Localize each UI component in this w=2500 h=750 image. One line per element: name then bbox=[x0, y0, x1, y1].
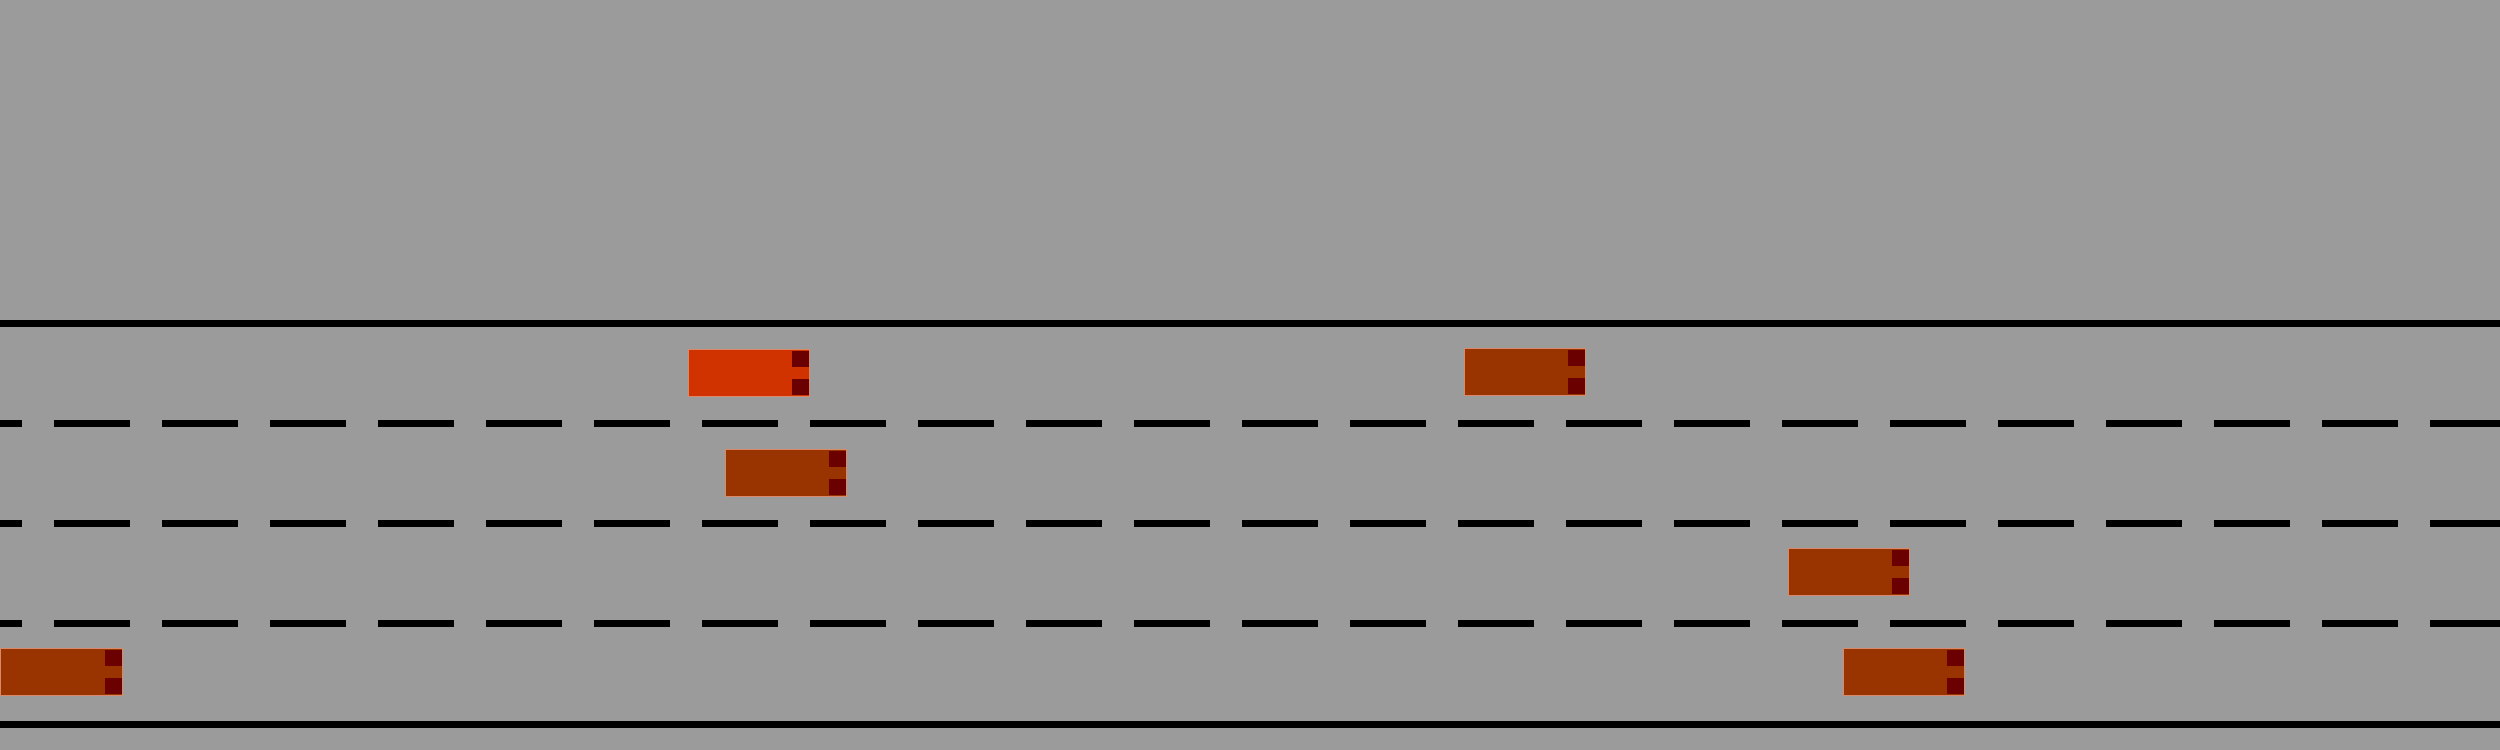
ego-car bbox=[688, 349, 810, 397]
headlight-icon bbox=[829, 451, 846, 467]
road-edge-top bbox=[0, 320, 2500, 327]
headlight-icon bbox=[1568, 350, 1585, 366]
lane-divider-1 bbox=[0, 420, 2500, 427]
headlight-icon bbox=[1892, 578, 1909, 594]
headlight-icon bbox=[1568, 378, 1585, 394]
lane-divider-2 bbox=[0, 520, 2500, 527]
headlight-icon bbox=[1892, 550, 1909, 566]
traffic-car bbox=[1464, 348, 1586, 396]
headlight-icon bbox=[792, 379, 809, 395]
headlight-icon bbox=[105, 650, 122, 666]
headlight-icon bbox=[1947, 650, 1964, 666]
headlight-icon bbox=[829, 479, 846, 495]
traffic-car bbox=[0, 648, 123, 696]
traffic-car bbox=[725, 449, 847, 497]
traffic-car bbox=[1788, 548, 1910, 596]
lane-divider-3 bbox=[0, 620, 2500, 627]
road-edge-bottom bbox=[0, 721, 2500, 728]
headlight-icon bbox=[1947, 678, 1964, 694]
headlight-icon bbox=[105, 678, 122, 694]
headlight-icon bbox=[792, 351, 809, 367]
traffic-car bbox=[1843, 648, 1965, 696]
